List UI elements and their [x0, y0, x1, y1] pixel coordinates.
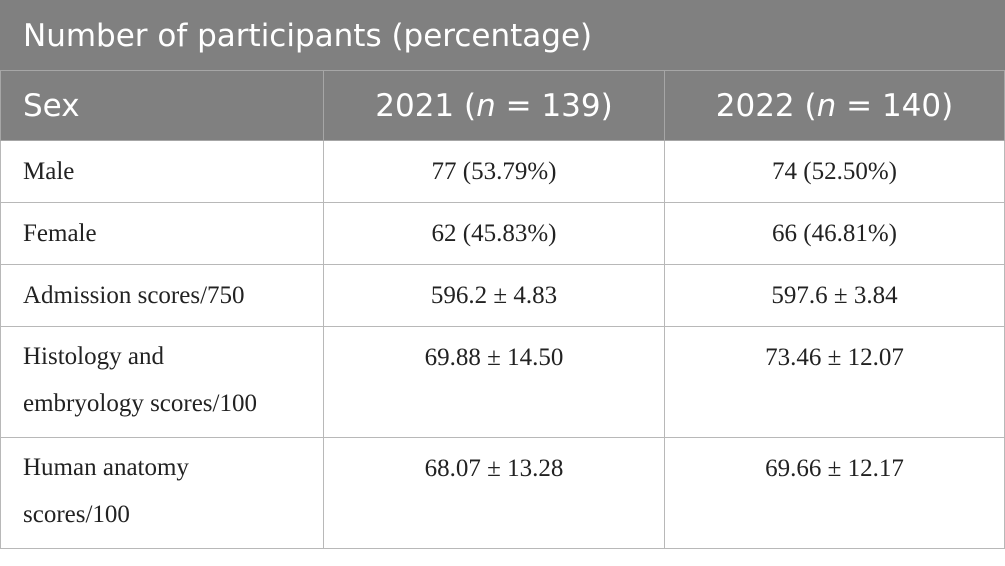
header-2022-suffix: = 140) [836, 87, 954, 124]
header-2021-suffix: = 139) [495, 87, 613, 124]
header-2022-prefix: 2022 ( [715, 87, 817, 124]
cell-2022: 69.66 ± 12.17 [664, 437, 1005, 549]
table-row: Admission scores/750 596.2 ± 4.83 597.6 … [0, 264, 1005, 327]
cell-2021: 596.2 ± 4.83 [323, 264, 665, 327]
header-2021: 2021 (n = 139) [323, 70, 665, 141]
row-label: Male [0, 140, 324, 203]
header-2022: 2022 (n = 140) [664, 70, 1005, 141]
row-label: Female [0, 202, 324, 265]
row-label-line1: Human anatomy [23, 454, 189, 481]
table-row: Male 77 (53.79%) 74 (52.50%) [0, 140, 1005, 203]
table-row: Human anatomy scores/100 68.07 ± 13.28 69… [0, 437, 1005, 549]
cell-2021: 68.07 ± 13.28 [323, 437, 665, 549]
table-title-row: Number of participants (percentage) [0, 0, 1005, 71]
header-2021-prefix: 2021 ( [375, 87, 477, 124]
table-header-row: Sex 2021 (n = 139) 2022 (n = 140) [0, 70, 1005, 141]
row-label: Human anatomy scores/100 [0, 437, 324, 549]
header-sex: Sex [0, 70, 324, 141]
row-label: Admission scores/750 [0, 264, 324, 327]
participants-table: Number of participants (percentage) Sex … [0, 0, 1005, 549]
cell-2021: 62 (45.83%) [323, 202, 665, 265]
cell-2022: 74 (52.50%) [664, 140, 1005, 203]
header-2021-n: n [476, 87, 496, 124]
cell-2021: 69.88 ± 14.50 [323, 326, 665, 438]
row-label: Histology and embryology scores/100 [0, 326, 324, 438]
cell-2021: 77 (53.79%) [323, 140, 665, 203]
header-2022-n: n [816, 87, 837, 124]
cell-2022: 73.46 ± 12.07 [664, 326, 1005, 438]
table-row: Female 62 (45.83%) 66 (46.81%) [0, 202, 1005, 265]
row-label-line2: embryology scores/100 [23, 390, 257, 417]
table-row: Histology and embryology scores/100 69.88… [0, 326, 1005, 438]
table-title: Number of participants (percentage) [0, 0, 1005, 71]
row-label-line2: scores/100 [23, 501, 130, 528]
cell-2022: 66 (46.81%) [664, 202, 1005, 265]
row-label-line1: Histology and [23, 343, 164, 370]
cell-2022: 597.6 ± 3.84 [664, 264, 1005, 327]
